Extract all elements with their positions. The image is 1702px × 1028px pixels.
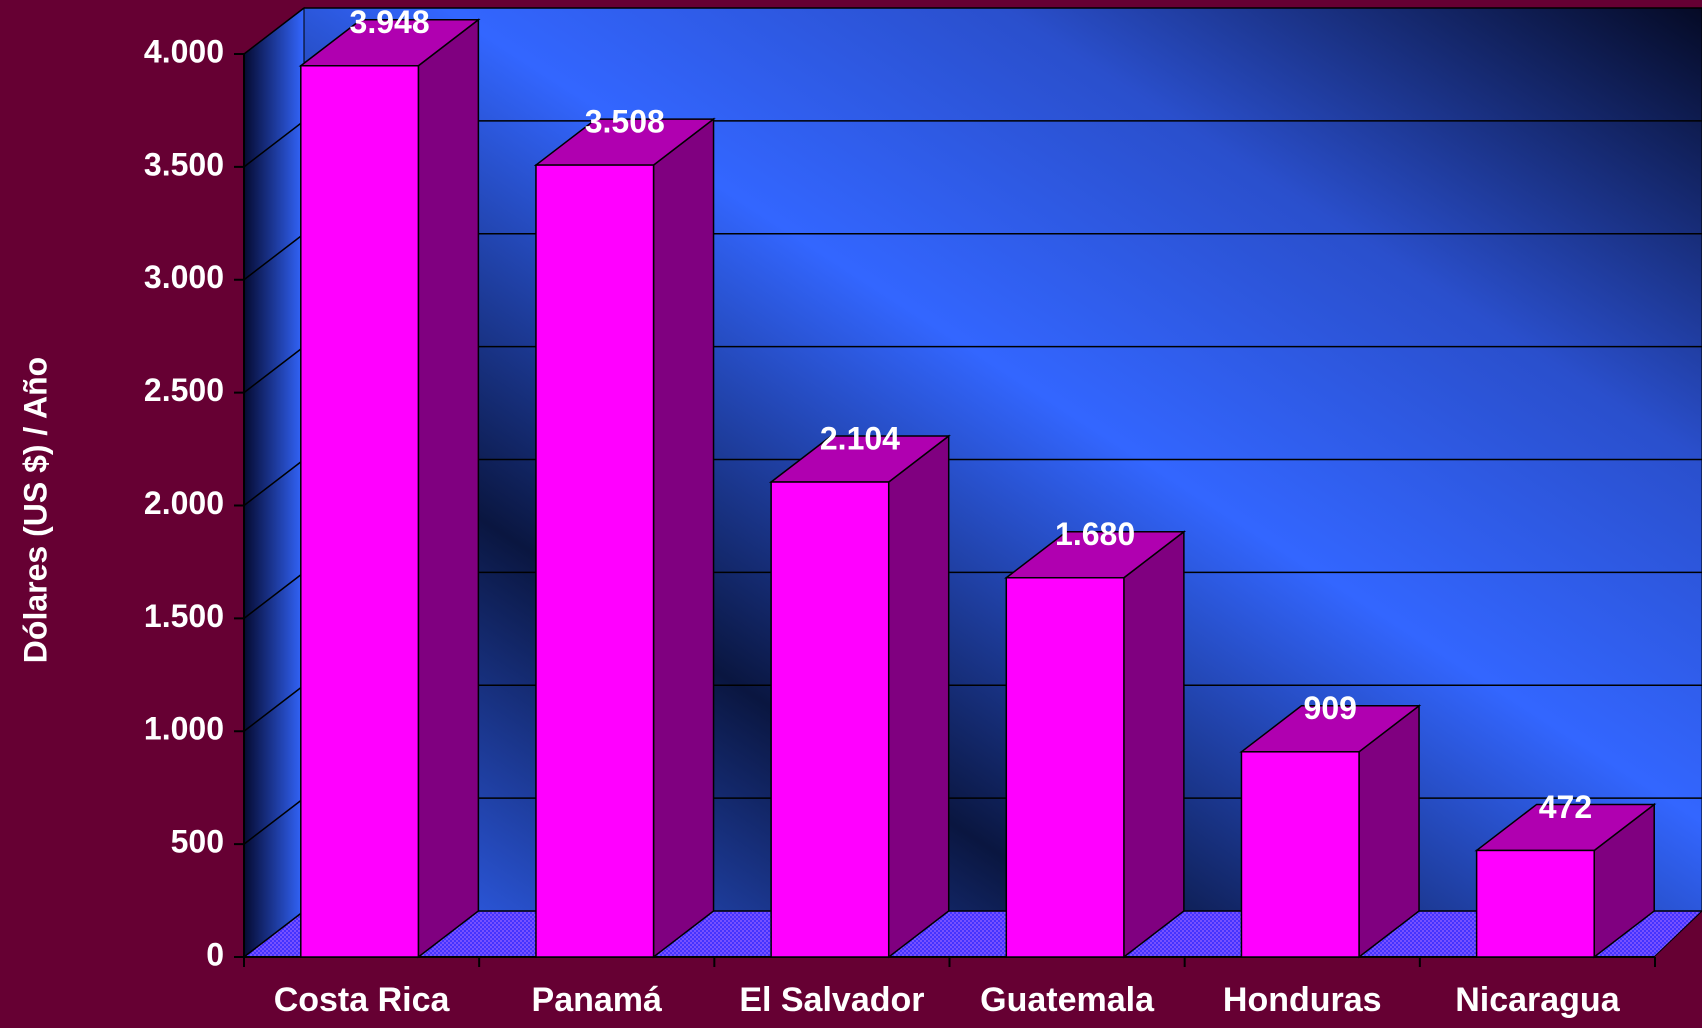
side-grid-line [243, 7, 305, 55]
y-tick-label: 2.500 [144, 372, 224, 408]
y-tick-label: 2.000 [144, 485, 224, 521]
value-label: 1.680 [1055, 516, 1135, 552]
side-grid-line [243, 797, 305, 845]
y-axis-title: Dólares (US $) / Año [17, 357, 53, 663]
value-label: 909 [1304, 690, 1357, 726]
value-label: 472 [1539, 789, 1592, 825]
bar-side [652, 117, 715, 959]
y-tick-label: 0 [206, 936, 224, 972]
side-grid-line [243, 910, 305, 958]
y-tick-label: 500 [171, 824, 224, 860]
y-tick-label: 1.500 [144, 598, 224, 634]
bar [1005, 576, 1125, 958]
x-tick-label: Nicaragua [1455, 981, 1620, 1019]
side-grid-line [243, 571, 305, 619]
x-tick-label: Costa Rica [274, 981, 451, 1019]
side-grid-line [243, 346, 305, 394]
side-grid-line [243, 120, 305, 168]
y-tick-label: 3.000 [144, 259, 224, 295]
bar-side [887, 434, 950, 959]
x-tick-label: Panamá [532, 981, 662, 1019]
value-label: 2.104 [820, 420, 900, 456]
y-tick-label: 4.000 [144, 33, 224, 69]
side-grid-line [243, 684, 305, 732]
bar [770, 481, 890, 958]
bar-side [1123, 530, 1185, 959]
x-tick-label: Guatemala [980, 981, 1155, 1019]
value-label: 3.948 [350, 4, 430, 40]
y-tick-label: 1.000 [144, 711, 224, 747]
value-label: 3.508 [585, 104, 665, 140]
bar [535, 164, 655, 958]
y-tick-label: 3.500 [144, 146, 224, 182]
x-tick-label: El Salvador [739, 981, 924, 1019]
x-tick-label: Honduras [1223, 981, 1382, 1019]
bar [1240, 751, 1360, 958]
side-grid-line [243, 233, 305, 281]
side-grid-line [243, 458, 305, 507]
bar [1475, 849, 1595, 958]
bar-side [417, 18, 480, 959]
bar [300, 64, 420, 958]
